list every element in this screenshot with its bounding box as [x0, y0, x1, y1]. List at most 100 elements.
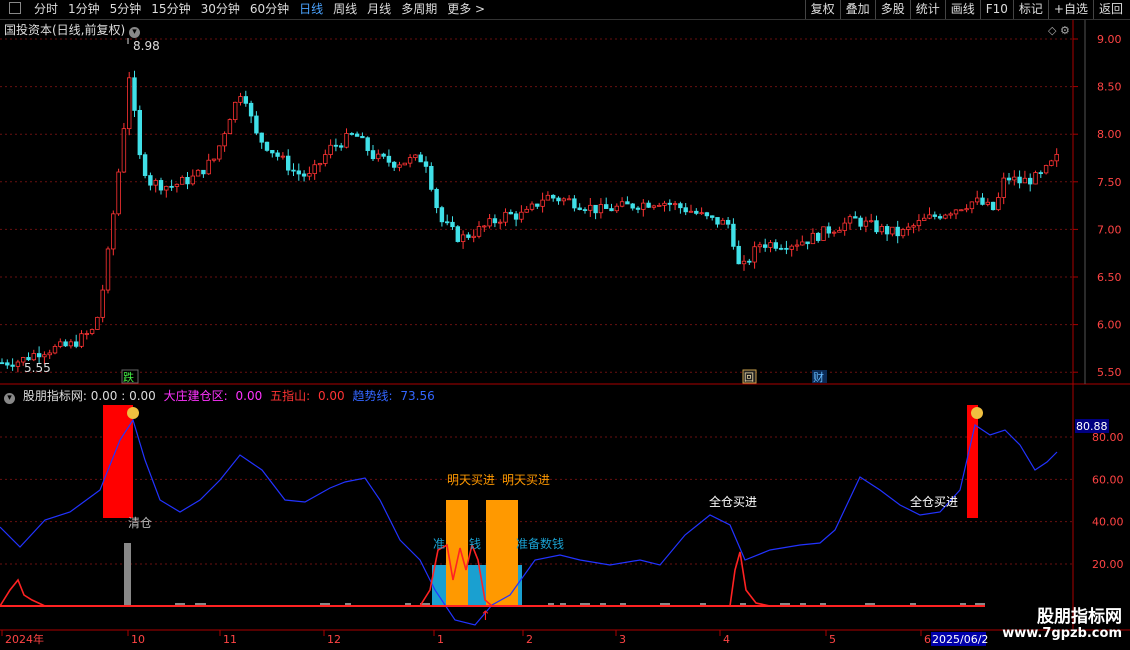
- main-chart-title[interactable]: 国投资本(日线,前复权) ▾: [4, 21, 141, 38]
- settings-icon[interactable]: ⚙: [1060, 24, 1070, 37]
- stock-title: 国投资本(日线,前复权): [4, 23, 126, 37]
- tab-multi-period[interactable]: 多周期: [401, 2, 438, 16]
- candle-body: [195, 169, 201, 177]
- event-marker-back[interactable]: [742, 369, 757, 384]
- toolbar-box-icon[interactable]: [4, 2, 29, 17]
- candle-body: [206, 159, 211, 175]
- candle-body: [508, 211, 513, 215]
- candle-body: [275, 152, 280, 157]
- tab-fenshi[interactable]: 分时: [34, 2, 59, 16]
- tab-15min[interactable]: 15分钟: [151, 2, 191, 16]
- series-value-wuzhishan: 0.00: [317, 389, 345, 403]
- watermark-title: 股朋指标网: [1037, 607, 1122, 627]
- candle-body: [604, 204, 609, 209]
- candle-body: [763, 244, 768, 248]
- diamond-icon[interactable]: ◇: [1048, 24, 1057, 37]
- candle-body: [911, 225, 916, 228]
- candle-body: [190, 175, 195, 185]
- candle-body: [137, 110, 142, 156]
- indicator-tick-label: 80.00: [1092, 431, 1124, 444]
- button-fuquan[interactable]: 复权: [804, 0, 840, 19]
- candle-body: [688, 210, 694, 213]
- watermark-url: www.7gpzb.com: [1002, 626, 1122, 641]
- candle-body: [10, 364, 15, 367]
- candle-body: [20, 357, 26, 363]
- candle-body: [884, 226, 890, 235]
- event-marker-finance[interactable]: [812, 370, 827, 383]
- price-tick-label: 8.00: [1097, 128, 1122, 141]
- tab-daily[interactable]: 日线: [299, 2, 324, 16]
- series-value-dazhuang: 0.00: [235, 389, 263, 403]
- minor-bar: [560, 603, 566, 606]
- tab-1min[interactable]: 1分钟: [68, 2, 100, 16]
- button-back[interactable]: 返回: [1092, 0, 1128, 19]
- minor-bar: [405, 603, 411, 606]
- candle-body: [752, 246, 757, 263]
- candle-body: [535, 203, 540, 207]
- candle-body: [487, 218, 492, 227]
- candle-body: [1043, 165, 1049, 174]
- button-draw-line[interactable]: 画线: [944, 0, 980, 19]
- candle-body: [89, 329, 95, 334]
- indicator-name: 股朋指标网: [22, 389, 83, 403]
- candle-body: [710, 215, 715, 218]
- chevron-down-icon[interactable]: ▾: [4, 393, 15, 404]
- gray-volume-bar: [124, 543, 131, 607]
- candle-body: [890, 226, 895, 235]
- tab-more[interactable]: 更多 >: [442, 2, 490, 17]
- annotation-buy-tomorrow-2: 明天买进: [502, 473, 550, 487]
- chevron-down-icon[interactable]: ▾: [129, 27, 141, 38]
- candle-body: [227, 119, 233, 135]
- candle-body: [598, 204, 604, 214]
- time-tick-label: 5: [829, 633, 836, 646]
- high-price-label: 8.98: [133, 39, 160, 53]
- minor-bar: [740, 603, 746, 606]
- candle-body: [556, 197, 561, 202]
- button-multi-stock[interactable]: 多股: [874, 0, 910, 19]
- candle-body: [301, 173, 307, 177]
- candle-body: [291, 169, 296, 172]
- time-tick-label: 10: [131, 633, 145, 646]
- candle-body: [879, 226, 884, 233]
- candle-body: [0, 362, 5, 365]
- series-label-trend: 趋势线: [352, 389, 389, 403]
- candle-body: [179, 176, 185, 185]
- candle-body: [736, 245, 741, 265]
- candle-body: [614, 205, 619, 212]
- candle-body: [312, 164, 317, 174]
- button-overlay[interactable]: 叠加: [839, 0, 875, 19]
- event-marker-drop[interactable]: [121, 369, 139, 384]
- tab-monthly[interactable]: 月线: [367, 2, 392, 16]
- button-add-watchlist[interactable]: +自选: [1047, 0, 1093, 19]
- candle-body: [142, 154, 148, 176]
- minor-bar: [320, 603, 330, 606]
- candle-body: [365, 137, 370, 151]
- price-tick-label: 7.00: [1097, 223, 1122, 236]
- button-mark[interactable]: 标记: [1012, 0, 1048, 19]
- candle-body: [895, 226, 900, 237]
- button-f10[interactable]: F10: [979, 0, 1013, 19]
- series-label-dazhuang: 大庄建仓区: [163, 389, 224, 403]
- orange-bar-1: [446, 500, 468, 607]
- candle-body: [715, 217, 720, 225]
- sell-bar: [103, 405, 133, 518]
- candle-body: [222, 133, 227, 147]
- tab-60min[interactable]: 60分钟: [249, 2, 290, 16]
- minor-bars: [175, 603, 985, 606]
- candle-body: [466, 234, 471, 238]
- indicator-title[interactable]: ▾ 股朋指标网: 0.00 : 0.00 大庄建仓区: 0.00 五指山: 0.…: [4, 387, 439, 404]
- candle-body: [36, 353, 42, 358]
- tab-weekly[interactable]: 周线: [333, 2, 358, 16]
- minor-bar: [800, 603, 806, 606]
- candle-body: [497, 221, 503, 224]
- minor-bar: [200, 603, 206, 606]
- series-label-wuzhishan: 五指山: [270, 389, 307, 403]
- tab-5min[interactable]: 5分钟: [109, 2, 142, 16]
- candle-body: [455, 226, 460, 242]
- price-axis: 9.00 8.50 8.00 7.50 7.00 6.50 6.00 5.50: [1073, 33, 1122, 379]
- tab-30min[interactable]: 30分钟: [200, 2, 240, 16]
- candle-body: [529, 203, 535, 210]
- button-statistics[interactable]: 统计: [909, 0, 945, 19]
- indicator-tick-label: 40.00: [1092, 516, 1124, 529]
